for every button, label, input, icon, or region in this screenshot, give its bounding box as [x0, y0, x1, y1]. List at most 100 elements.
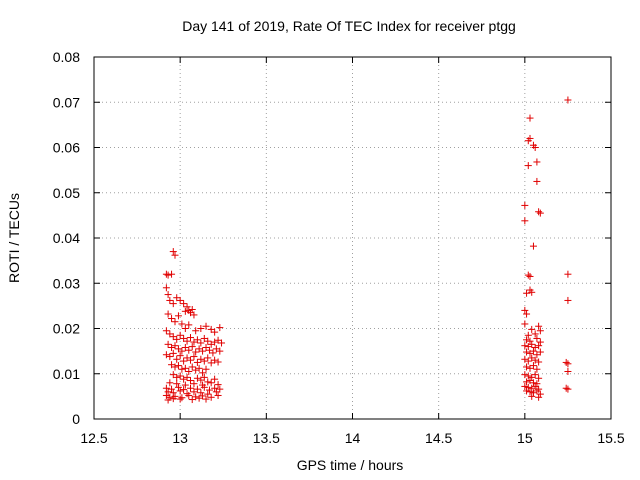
data-point-marker [521, 217, 529, 225]
data-point-marker [180, 375, 188, 383]
data-point-marker [169, 389, 177, 397]
data-point-marker [216, 347, 224, 355]
data-point-marker [523, 310, 531, 318]
data-point-marker [190, 388, 198, 396]
data-point-marker [533, 158, 541, 166]
data-point-marker [176, 395, 184, 403]
x-tick-label: 15 [517, 430, 533, 446]
data-point-marker [180, 300, 188, 308]
data-point-marker [195, 364, 203, 372]
data-point-marker [528, 325, 536, 333]
y-tick-label: 0.06 [53, 140, 80, 156]
data-point-marker [212, 388, 220, 396]
data-point-marker [536, 348, 544, 356]
data-point-marker [193, 336, 201, 344]
data-point-marker [164, 396, 172, 404]
data-point-marker [169, 248, 177, 256]
data-point-marker [521, 342, 529, 350]
data-point-marker [190, 380, 198, 388]
data-point-marker [529, 362, 537, 370]
data-point-marker [526, 286, 534, 294]
y-tick-label: 0.02 [53, 321, 80, 337]
data-point-marker [521, 201, 529, 209]
x-tick-label: 12.5 [80, 430, 107, 446]
data-point-marker [531, 371, 539, 379]
y-tick-label: 0 [72, 411, 80, 427]
data-point-marker [523, 289, 531, 297]
data-point-marker [162, 384, 170, 392]
data-point-marker [178, 394, 186, 402]
data-point-marker [526, 337, 534, 345]
data-point-marker [171, 318, 179, 326]
data-points [162, 96, 572, 404]
data-point-marker [183, 303, 191, 311]
data-point-marker [214, 381, 222, 389]
data-point-marker [211, 328, 219, 336]
data-point-marker [533, 365, 541, 373]
data-point-marker [202, 322, 210, 330]
data-point-marker [531, 356, 539, 364]
data-point-marker [207, 379, 215, 387]
data-point-marker [174, 383, 182, 391]
data-point-marker [521, 355, 529, 363]
data-point-marker [178, 365, 186, 373]
data-point-marker [176, 387, 184, 395]
data-point-marker [185, 321, 193, 329]
data-point-marker [523, 336, 531, 344]
data-point-marker [192, 348, 200, 356]
data-point-marker [185, 391, 193, 399]
data-point-marker [171, 342, 179, 350]
data-point-marker [521, 371, 529, 379]
data-point-marker [564, 367, 572, 375]
y-tick-label: 0.01 [53, 366, 80, 382]
x-tick-label: 14 [345, 430, 361, 446]
data-point-marker [528, 340, 536, 348]
data-point-marker [162, 284, 170, 292]
data-point-marker [188, 363, 196, 371]
data-point-marker [169, 395, 177, 403]
y-tick-label: 0.04 [53, 230, 80, 246]
data-point-marker [209, 349, 217, 357]
data-point-marker [176, 372, 184, 380]
data-point-marker [171, 251, 179, 259]
data-point-marker [168, 270, 176, 278]
data-point-marker [181, 364, 189, 372]
data-point-marker [178, 320, 186, 328]
y-tick-label: 0.07 [53, 94, 80, 110]
data-point-marker [180, 386, 188, 394]
data-point-marker [524, 383, 532, 391]
data-point-marker [564, 96, 572, 104]
data-point-marker [564, 270, 572, 278]
data-point-marker [197, 389, 205, 397]
data-point-marker [185, 367, 193, 375]
data-point-marker [564, 296, 572, 304]
data-point-marker [169, 349, 177, 357]
data-point-marker [197, 355, 205, 363]
data-point-marker [207, 393, 215, 401]
data-point-marker [171, 363, 179, 371]
data-point-marker [199, 369, 207, 377]
data-point-marker [200, 357, 208, 365]
data-point-marker [521, 382, 529, 390]
data-point-marker [187, 334, 195, 342]
data-point-marker [174, 362, 182, 370]
data-point-marker [211, 375, 219, 383]
data-point-marker [164, 271, 172, 279]
data-point-marker [187, 377, 195, 385]
x-axis-tick-labels: 12.5 13 13.5 14 14.5 15 15.5 [80, 430, 624, 446]
data-point-marker [528, 384, 536, 392]
data-point-marker [524, 162, 532, 170]
data-point-marker [204, 354, 212, 362]
data-point-marker [526, 114, 534, 122]
data-point-marker [526, 388, 534, 396]
data-point-marker [173, 335, 181, 343]
data-point-marker [168, 315, 176, 323]
data-point-marker [173, 380, 181, 388]
data-point-marker [181, 325, 189, 332]
x-tick-label: 13 [172, 430, 188, 446]
data-point-marker [195, 394, 203, 402]
data-point-marker [200, 383, 208, 391]
data-point-marker [200, 373, 208, 381]
data-point-marker [211, 384, 219, 392]
y-axis-label: ROTI / TECUs [6, 193, 22, 283]
